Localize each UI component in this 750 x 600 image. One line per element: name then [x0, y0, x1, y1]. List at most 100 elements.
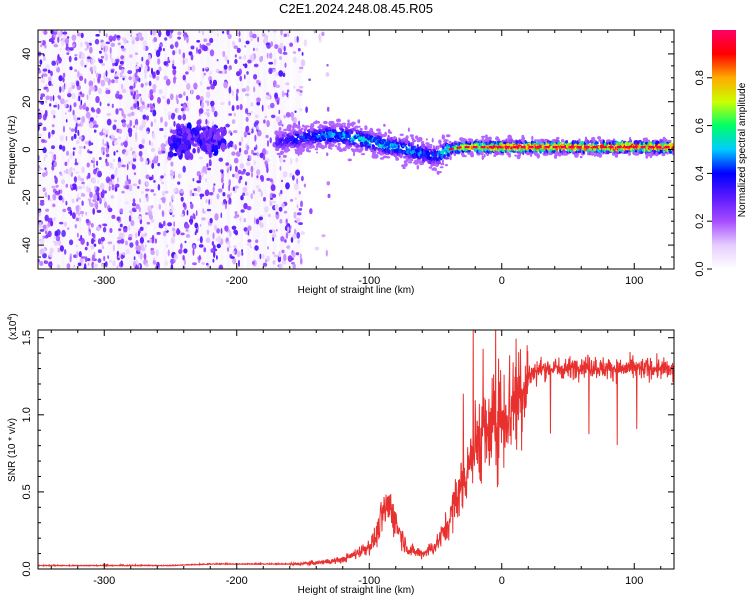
spectrogram-ridge-dot [481, 135, 486, 138]
spectrogram-speckle [186, 210, 189, 216]
spectrogram-speckle [228, 197, 232, 205]
spectrogram-speckle [279, 219, 283, 224]
spectrogram-ridge-dot [374, 146, 378, 150]
spectrogram-speckle [209, 49, 215, 57]
spectrogram-speckle [263, 197, 266, 202]
spectrogram-speckle [246, 71, 249, 75]
spectrogram-speckle [141, 138, 145, 145]
spectrogram-speckle [91, 233, 94, 237]
spectrogram-speckle [256, 125, 259, 130]
spectrogram-marks [38, 30, 674, 269]
spectrogram-speckle [186, 36, 189, 44]
spectrogram-ridge-dot [296, 125, 301, 129]
spectrogram-speckle [62, 72, 66, 78]
spectrogram-speckle [98, 30, 101, 34]
spectrogram-ridge-dot [413, 152, 416, 156]
spectrogram-speckle [259, 56, 263, 63]
spectrogram-speckle [173, 221, 175, 227]
spectrogram-cluster-dot [192, 143, 198, 147]
spectrogram-ridge-dot [282, 154, 287, 158]
spectrogram-speckle [65, 200, 68, 206]
spectrogram-speckle [314, 246, 320, 251]
spectrogram-speckle [223, 199, 227, 205]
spectrogram-speckle [245, 172, 251, 176]
spectrogram-ridge-dot [361, 134, 366, 137]
spectrogram-speckle [271, 233, 277, 238]
spectrogram-speckle [39, 238, 45, 245]
spectrogram-speckle [258, 216, 263, 221]
spectrogram-speckle [321, 234, 326, 238]
spectrogram-speckle [110, 134, 114, 138]
spectrogram-speckle [133, 261, 136, 268]
spectrogram-ridge-dot [311, 141, 317, 144]
spectrogram-speckle [309, 208, 313, 215]
spectrogram-speckle [149, 74, 153, 78]
spectrogram-speckle [138, 150, 143, 157]
spectrogram-streak [259, 30, 264, 269]
spectrogram-speckle [144, 263, 149, 267]
spectrogram-speckle [266, 255, 270, 262]
spectrogram-speckle [55, 184, 59, 188]
spectrogram-speckle [274, 204, 279, 211]
spectrogram-speckle [47, 230, 52, 238]
spectrogram-speckle [151, 148, 156, 152]
spectrogram-speckle [140, 83, 144, 88]
spectrogram-ridge-dot [495, 150, 500, 156]
spectrogram-speckle [155, 249, 159, 257]
spectrogram-speckle [234, 144, 237, 151]
spectrogram-speckle [161, 210, 165, 218]
spectrogram-speckle [275, 84, 281, 89]
spectrogram-speckle [158, 46, 162, 52]
spectrogram-speckle [161, 95, 166, 100]
spectrogram-speckle [280, 30, 283, 36]
spectrogram-speckle [104, 261, 108, 268]
spectrogram-speckle [114, 169, 118, 177]
spectrogram-ridge-dot [308, 131, 311, 134]
spectrogram-speckle [180, 243, 183, 250]
spectrogram-speckle [149, 94, 154, 101]
spectrogram-speckle [216, 243, 221, 249]
spectrogram-speckle [42, 54, 46, 57]
spectrogram-speckle [170, 161, 174, 167]
spectrogram-speckle [119, 60, 124, 65]
spectrogram-speckle [201, 262, 205, 265]
spectrogram-ridge-dot [444, 139, 449, 142]
spectrogram-streak [120, 30, 125, 269]
spectrogram-speckle [132, 157, 137, 162]
spectrogram-speckle [189, 189, 193, 197]
spectrogram-speckle [246, 145, 250, 151]
spectrogram-speckle [108, 181, 113, 186]
spectrogram-ridge-dot [307, 150, 311, 153]
spectrogram-speckle [118, 136, 122, 140]
spectrogram-speckle [80, 99, 83, 106]
spectrogram-speckle [183, 91, 186, 96]
spectrogram-speckle [99, 59, 103, 64]
spectrogram-speckle [56, 264, 61, 269]
spectrogram-speckle [256, 151, 259, 157]
spectrogram-speckle [89, 151, 93, 154]
spectrogram-speckle [81, 166, 85, 174]
spectrogram-speckle [88, 231, 91, 236]
spectrogram-speckle [53, 44, 59, 48]
spectrogram-speckle [242, 63, 245, 67]
spectrogram-streak [47, 30, 52, 269]
spectrogram-speckle [79, 104, 83, 110]
spectrogram-speckle [128, 76, 132, 81]
spectrogram-speckle [141, 56, 144, 62]
spectrogram-speckle [231, 90, 234, 96]
spectrogram-speckle [250, 102, 254, 107]
spectrogram-speckle [238, 37, 241, 43]
spectrogram-speckle [38, 112, 42, 120]
spectrogram-speckle [230, 132, 233, 136]
spectrogram-ridge-dot [384, 131, 387, 137]
spectrogram-speckle [293, 211, 297, 219]
spectrogram-ridge-dot [359, 127, 363, 132]
spectrogram-speckle [57, 31, 62, 38]
spectrogram-speckle [97, 76, 100, 83]
spectrogram-speckle [148, 103, 153, 108]
spectrogram-speckle [98, 157, 102, 160]
spectrogram-speckle [158, 223, 164, 229]
spectrogram-speckle [116, 239, 122, 244]
spectrogram-speckle [55, 102, 58, 106]
spectrogram-speckle [236, 88, 239, 94]
